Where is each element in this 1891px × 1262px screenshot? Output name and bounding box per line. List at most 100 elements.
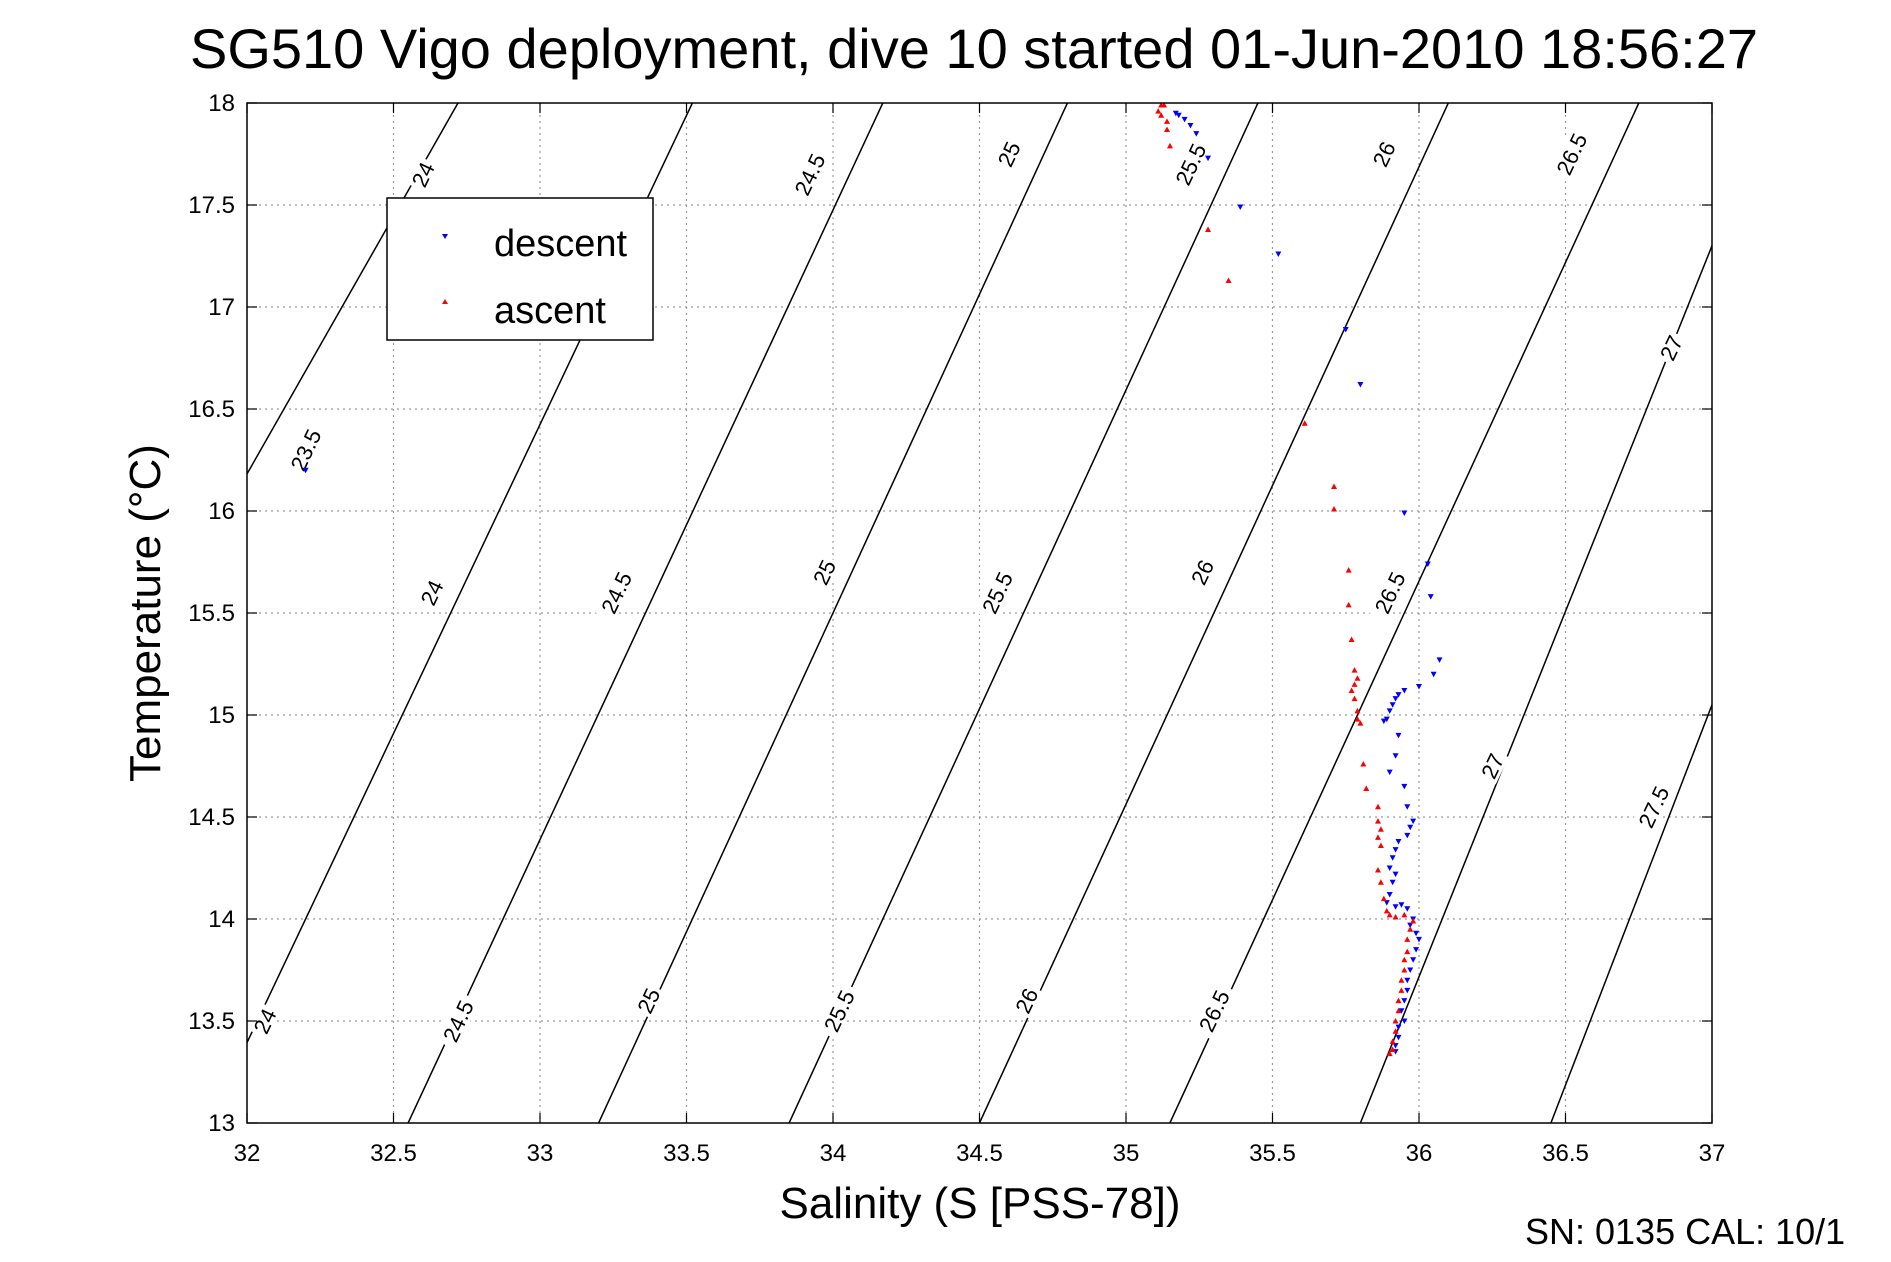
contour-label: 24 (413, 573, 449, 611)
contour-label-bg (990, 134, 1026, 173)
x-tick-label: 32 (234, 1140, 261, 1167)
y-tick-label: 14.5 (188, 804, 235, 831)
legend-descent-label: descent (494, 223, 628, 265)
ascent-point (1360, 760, 1367, 767)
contour-label-bg (1652, 328, 1688, 367)
axis-ticks: 32 32.5 33 33.5 34 34.5 35 35.5 36 36.5 37 13 13.5 14… (188, 90, 1725, 1167)
y-axis-label: Temperature (°C) (121, 444, 170, 782)
descent-point (1383, 900, 1390, 906)
ascent-point (1404, 948, 1411, 955)
ascent-point (1354, 707, 1361, 714)
descent-point (1172, 110, 1179, 117)
ascent-point (1331, 505, 1338, 512)
contour-label-bg (786, 144, 832, 204)
ascent-point (1348, 687, 1355, 694)
descent-point (1407, 824, 1414, 831)
descent-point (1205, 155, 1212, 162)
data-points (302, 103, 1443, 1057)
contour-label-bg (413, 573, 448, 611)
ascent-point (1166, 142, 1173, 149)
descent-point (1357, 382, 1364, 388)
serial-calibration-text: SN: 0135 CAL: 10/1 (1525, 1211, 1845, 1252)
descent-point (1404, 906, 1411, 912)
descent-point (1389, 879, 1396, 886)
contour-label-bg (1366, 562, 1412, 622)
descent-point (1398, 1008, 1405, 1014)
ascent-point (1386, 911, 1393, 918)
y-tick-label: 15.5 (188, 600, 235, 627)
descent-point (1386, 708, 1393, 714)
ascent-point (1389, 1046, 1396, 1053)
descent-point (302, 467, 309, 474)
descent-point (1193, 131, 1200, 137)
contour-label-bg (1630, 776, 1675, 836)
descent-point (1404, 987, 1411, 994)
descent-point (1342, 326, 1349, 333)
ascent-point (1401, 911, 1408, 918)
ascent-point (1395, 997, 1402, 1004)
y-tick-label: 17.5 (188, 192, 235, 219)
ascent-point (1351, 667, 1358, 673)
descent-point (1395, 732, 1402, 739)
descent-point (1404, 804, 1411, 810)
ascent-point (1164, 118, 1171, 124)
ascent-point (1301, 420, 1308, 426)
ascent-point (1374, 803, 1381, 810)
contour-label-bg (815, 980, 861, 1040)
ascent-point (1392, 1018, 1399, 1024)
descent-point (1392, 753, 1399, 759)
ascent-point (1398, 977, 1405, 983)
descent-point (1392, 696, 1399, 702)
descent-point (1424, 561, 1431, 568)
chart-legend: descent ascent (386, 197, 654, 341)
ascent-point (1155, 108, 1162, 114)
ascent-point (1351, 695, 1358, 702)
descent-point (1395, 692, 1402, 698)
ascent-point (1395, 1007, 1402, 1014)
ascent-point (1389, 1038, 1396, 1044)
descent-point (1187, 122, 1194, 129)
ascent-point (1164, 126, 1171, 133)
ascent-point (1363, 785, 1370, 791)
descent-point (1404, 832, 1411, 839)
contour-label-bg (806, 553, 841, 591)
ascent-point (1398, 987, 1405, 993)
descent-point (1410, 818, 1417, 825)
contour-label-bg (592, 562, 638, 622)
ascent-point (1383, 907, 1390, 914)
descent-point (1401, 688, 1408, 694)
chart-title: SG510 Vigo deployment, dive 10 started 0… (190, 17, 1758, 80)
legend-descent-marker (442, 234, 448, 239)
ascent-point (1205, 226, 1212, 232)
ascent-point (1380, 895, 1387, 902)
ascent-point (1374, 818, 1381, 824)
ascent-point (1331, 483, 1338, 490)
y-tick-label: 15 (208, 702, 235, 729)
descent-point (1392, 904, 1399, 910)
descent-point (1427, 594, 1434, 600)
x-tick-label: 36 (1406, 1140, 1433, 1167)
descent-point (1275, 251, 1282, 257)
descent-point (1404, 977, 1411, 984)
density-contour-line (978, 103, 1449, 1123)
density-contour-line (1359, 245, 1712, 1123)
contour-label-bg (973, 562, 1019, 622)
descent-point (1407, 967, 1414, 973)
descent-point (1392, 1042, 1399, 1049)
descent-point (1237, 204, 1244, 211)
ascent-point (1401, 956, 1408, 963)
descent-point (1386, 892, 1393, 898)
x-tick-label: 33 (527, 1140, 554, 1167)
density-contour-line (1169, 103, 1640, 1123)
contour-label-bg (1365, 134, 1401, 173)
ascent-point (1404, 936, 1411, 942)
contour-label-bg (246, 1001, 281, 1040)
descent-point (1401, 783, 1408, 790)
y-tick-label: 18 (208, 90, 235, 117)
y-tick-label: 13 (208, 1110, 235, 1137)
density-contour-line (1550, 704, 1712, 1123)
contour-label-bg (1008, 981, 1043, 1019)
contour-label-bg (1548, 124, 1593, 184)
contour-label: 26 (1365, 134, 1401, 173)
x-tick-label: 35.5 (1249, 1140, 1296, 1167)
